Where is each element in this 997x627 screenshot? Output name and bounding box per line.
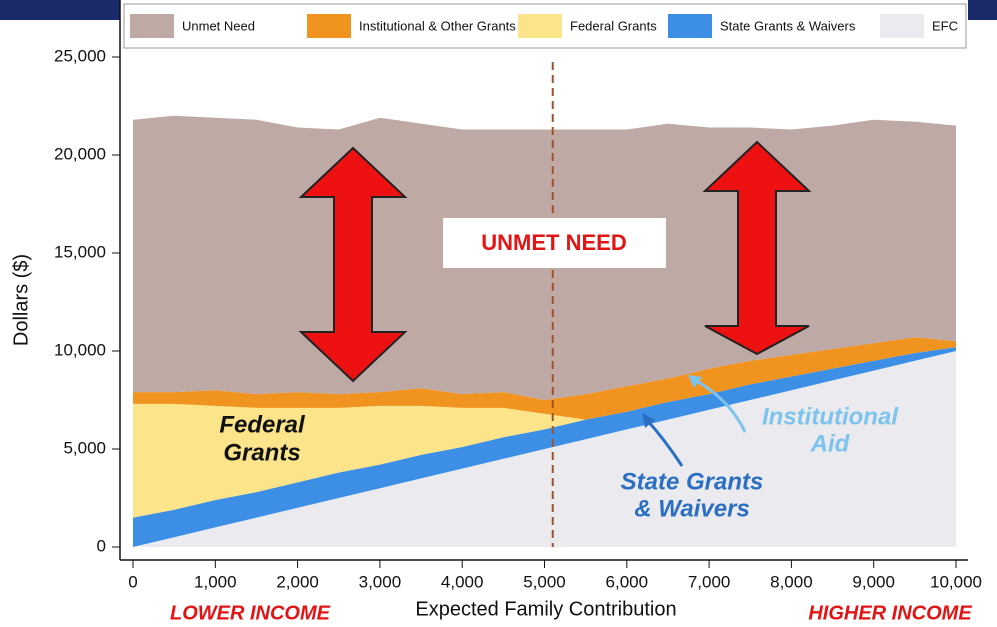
x-tick-label: 4,000 [441, 572, 484, 591]
x-tick-label: 2,000 [276, 572, 319, 591]
x-tick-label: 7,000 [688, 572, 731, 591]
banner [968, 0, 997, 20]
pointer [694, 378, 747, 433]
y-tick-label: 15,000 [54, 242, 106, 261]
legend-swatch [307, 14, 351, 38]
x-tick-label: 6,000 [606, 572, 649, 591]
pointer-head [688, 375, 702, 388]
banner [0, 0, 120, 20]
arrow [298, 146, 408, 383]
legend-swatch [668, 14, 712, 38]
areas [133, 62, 956, 547]
annotation: HIGHER INCOME [808, 602, 972, 624]
x-tick-label: 9,000 [852, 572, 895, 591]
legend-swatch [518, 14, 562, 38]
y-tick-label: 5,000 [63, 438, 106, 457]
y-tick-label: 25,000 [54, 46, 106, 65]
x-tick-label: 8,000 [770, 572, 813, 591]
y-axis-label: Dollars ($) [10, 254, 32, 346]
legend-swatch [880, 14, 924, 38]
x-tick-label: 3,000 [359, 572, 402, 591]
arrows [298, 140, 812, 383]
annotation: Aid [810, 430, 851, 457]
annotation-box [443, 218, 666, 268]
area [133, 347, 956, 518]
legend-label: Unmet Need [182, 18, 255, 33]
legend-swatch [130, 14, 174, 38]
annotation: LOWER INCOME [170, 602, 331, 624]
annotation: UNMET NEED [481, 230, 626, 255]
legend-label: Federal Grants [570, 18, 657, 33]
annotation: Institutional [762, 403, 899, 430]
annotation: State Grants [621, 468, 764, 495]
y-tick-label: 20,000 [54, 144, 106, 163]
x-tick-label: 5,000 [523, 572, 566, 591]
legend: Unmet Need Institutional & Other Grants Fe… [123, 3, 967, 49]
legend-label: State Grants & Waivers [720, 18, 856, 33]
legend-label: EFC [932, 18, 958, 33]
legend-label: Institutional & Other Grants [359, 18, 516, 33]
x-tick-label: 10,000 [930, 572, 982, 591]
area [133, 337, 956, 420]
area [133, 347, 956, 547]
y-tick-label: 0 [97, 536, 106, 555]
x-tick-label: 1,000 [194, 572, 237, 591]
x-axis-label: Expected Family Contribution [415, 598, 676, 620]
y-tick-label: 10,000 [54, 340, 106, 359]
annotation: Grants [223, 439, 300, 466]
annotation: & Waivers [634, 495, 750, 522]
x-tick-label: 0 [128, 572, 137, 591]
arrow [702, 140, 812, 356]
annotation: Federal [219, 411, 306, 438]
axes: 0 5,000 10,000 15,000 20,000 25,000 0 1,000 2,00… [54, 0, 982, 591]
pointer-head [642, 413, 655, 428]
